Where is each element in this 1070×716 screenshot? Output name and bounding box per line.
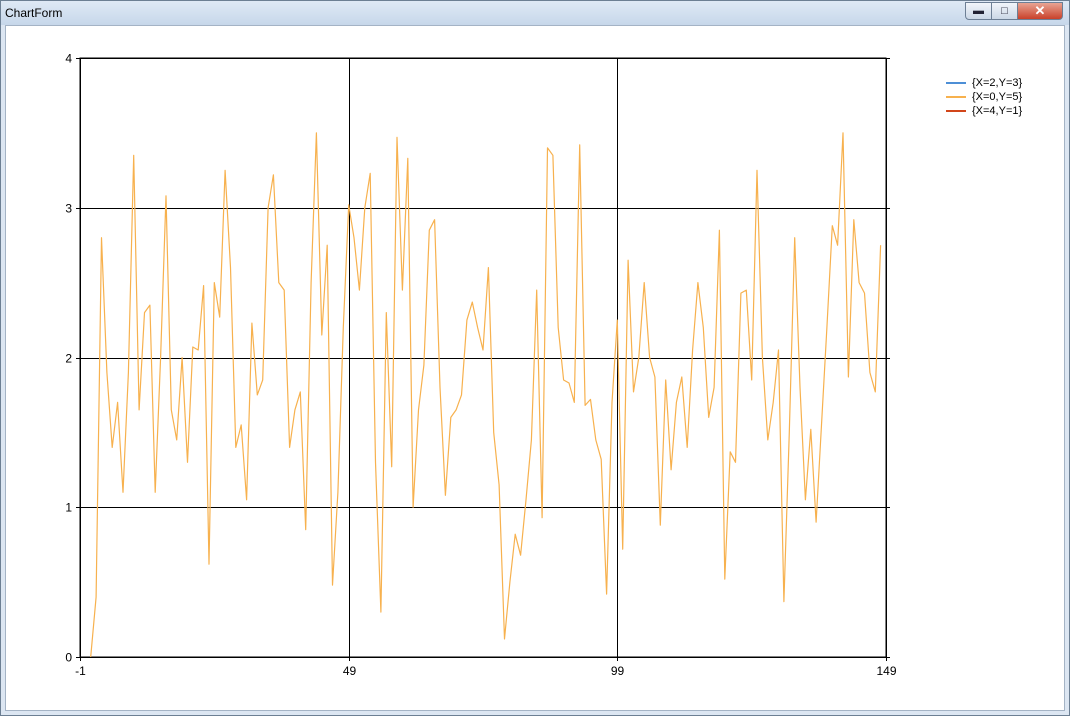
x-tick-label: 149 xyxy=(876,664,896,678)
chart-area: 4 3 2 1 0 -1 49 99 149 {X=2,Y=3} {X=0,Y=5} {X=4,… xyxy=(5,25,1065,711)
x-tick-label: -1 xyxy=(75,664,86,678)
legend-item-series-2: {X=4,Y=1} xyxy=(946,104,1022,118)
y-tick-label: 2 xyxy=(65,352,72,366)
window-title: ChartForm xyxy=(5,6,63,20)
title-bar[interactable]: ChartForm ▬ □ ✕ xyxy=(1,1,1069,25)
legend-label-0: {X=2,Y=3} xyxy=(972,77,1023,89)
minimize-icon: ▬ xyxy=(973,5,984,17)
legend-swatch-0 xyxy=(946,82,966,84)
legend-label-1: {X=0,Y=5} xyxy=(972,91,1023,103)
legend-item-series-0: {X=2,Y=3} xyxy=(946,76,1022,90)
plot-frame xyxy=(79,57,887,658)
legend-swatch-1 xyxy=(946,96,966,98)
y-tick-label: 4 xyxy=(65,52,72,66)
y-tick-label: 1 xyxy=(65,501,72,515)
maximize-button[interactable]: □ xyxy=(991,2,1018,20)
minimize-button[interactable]: ▬ xyxy=(965,2,992,20)
close-icon: ✕ xyxy=(1034,3,1046,18)
close-button[interactable]: ✕ xyxy=(1017,2,1063,20)
y-tick-label: 3 xyxy=(65,202,72,216)
y-tick-label: 0 xyxy=(65,651,72,665)
legend-swatch-2 xyxy=(946,110,966,112)
x-tick-label: 99 xyxy=(611,664,625,678)
x-tick-label: 49 xyxy=(343,664,357,678)
legend-item-series-1: {X=0,Y=5} xyxy=(946,90,1022,104)
series-line-1 xyxy=(90,132,882,658)
legend: {X=2,Y=3} {X=0,Y=5} {X=4,Y=1} xyxy=(946,76,1022,118)
maximize-icon: □ xyxy=(1001,5,1008,17)
legend-label-2: {X=4,Y=1} xyxy=(972,105,1023,117)
line-chart: 4 3 2 1 0-1 49 99 149 xyxy=(65,52,897,679)
